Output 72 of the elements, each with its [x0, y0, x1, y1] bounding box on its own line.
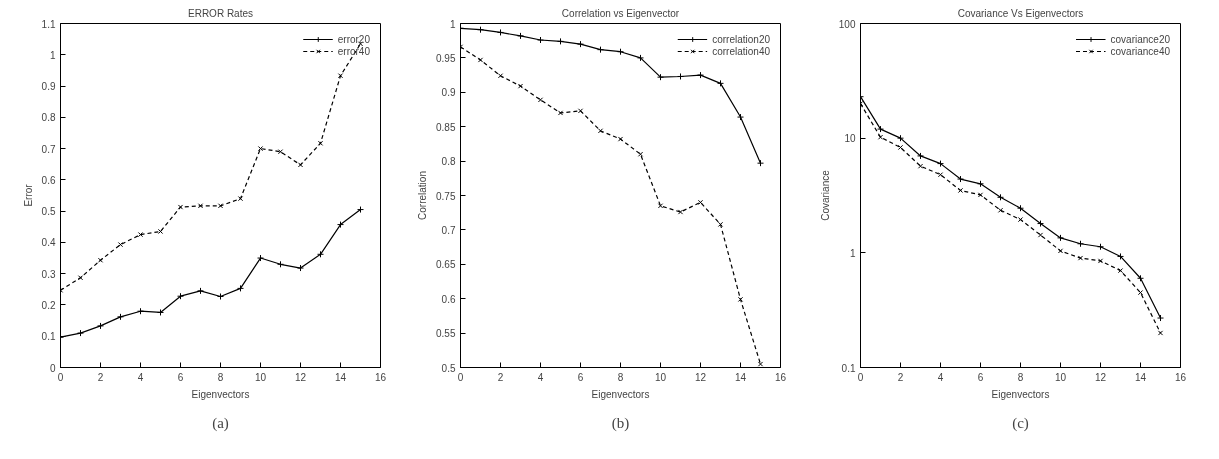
y-tick-label: 0.75: [436, 190, 456, 202]
x-tick-label: 0: [57, 371, 64, 383]
x-tick-label: 2: [97, 371, 104, 383]
x-tick-label: 14: [734, 371, 747, 383]
y-tick-label: 10: [844, 133, 856, 145]
y-axis-title: Error: [22, 183, 34, 207]
x-tick-label: 4: [937, 371, 944, 383]
x-tick-label: 8: [1017, 371, 1024, 383]
y-tick-label: 0.85: [436, 121, 456, 133]
x-tick-label: 14: [1134, 371, 1147, 383]
y-tick-label: 0.6: [441, 293, 456, 305]
x-tick-label: 0: [857, 371, 864, 383]
y-axis-title: Covariance: [819, 169, 831, 221]
y-tick-label: 1: [449, 18, 456, 30]
y-axis-title: Correlation: [417, 171, 429, 220]
x-tick-label: 12: [1094, 371, 1107, 383]
y-tick-label: 0.9: [441, 87, 456, 99]
y-tick-label: 0.7: [441, 224, 456, 236]
legend-label: covariance40: [1110, 45, 1170, 57]
x-axis-title: Eigenvectors: [991, 388, 1050, 400]
legend-label: correlation40: [712, 45, 770, 57]
y-tick-label: 0: [49, 362, 56, 374]
y-tick-label: 0.8: [441, 156, 456, 168]
y-tick-label: 0.5: [441, 362, 456, 374]
legend-label: correlation20: [712, 33, 770, 45]
x-tick-label: 16: [774, 371, 787, 383]
text: (c): [1012, 414, 1029, 432]
x-axis-title: Eigenvectors: [591, 388, 650, 400]
x-tick-label: 10: [254, 371, 267, 383]
x-tick-label: 4: [137, 371, 144, 383]
y-tick-label: 0.6: [41, 174, 56, 186]
y-tick-label: 0.4: [41, 237, 56, 249]
x-axis-title: Eigenvectors: [191, 388, 250, 400]
legend-label: covariance20: [1110, 33, 1170, 45]
y-tick-label: 0.1: [41, 331, 56, 343]
chart-title: ERROR Rates: [187, 7, 254, 19]
y-tick-label: 1.1: [41, 18, 56, 30]
y-tick-label: 1: [849, 247, 856, 259]
x-tick-label: 2: [897, 371, 904, 383]
x-tick-label: 8: [617, 371, 624, 383]
legend-label: error20: [337, 33, 370, 45]
x-tick-label: 10: [654, 371, 667, 383]
y-tick-label: 0.3: [41, 268, 56, 280]
chart-title: Correlation vs Eigenvector: [561, 7, 680, 19]
text: (b): [611, 414, 630, 432]
chart-title: Covariance Vs Eigenvectors: [957, 7, 1084, 19]
y-tick-label: 0.2: [41, 299, 56, 311]
x-tick-label: 2: [497, 371, 504, 383]
x-tick-label: 4: [537, 371, 544, 383]
x-tick-label: 12: [294, 371, 307, 383]
y-tick-label: 0.9: [41, 81, 56, 93]
x-tick-label: 12: [694, 371, 707, 383]
x-tick-label: 6: [977, 371, 984, 383]
x-tick-label: 0: [457, 371, 464, 383]
y-tick-label: 0.65: [436, 259, 456, 271]
y-tick-label: 0.7: [41, 143, 56, 155]
y-tick-label: 0.5: [41, 206, 56, 218]
y-tick-label: 1: [49, 49, 56, 61]
legend-label: error40: [337, 45, 370, 57]
x-tick-label: 16: [374, 371, 387, 383]
y-tick-label: 100: [838, 18, 856, 30]
y-tick-label: 0.8: [41, 112, 56, 124]
x-tick-label: 10: [1054, 371, 1067, 383]
x-tick-label: 6: [177, 371, 184, 383]
x-tick-label: 6: [577, 371, 584, 383]
y-tick-label: 0.1: [841, 362, 856, 374]
x-tick-label: 14: [334, 371, 347, 383]
text: (a): [212, 414, 229, 432]
x-tick-label: 8: [217, 371, 224, 383]
y-tick-label: 0.95: [436, 52, 456, 64]
x-tick-label: 16: [1174, 371, 1187, 383]
y-tick-label: 0.55: [436, 328, 456, 340]
